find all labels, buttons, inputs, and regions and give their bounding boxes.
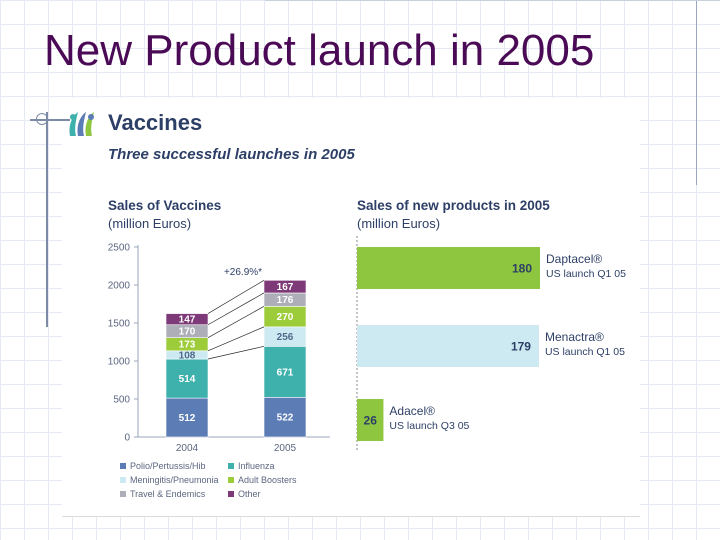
horizontal-bar-chart: 180 Daptacel® US launch Q1 05 179 Menactra® U… <box>356 236 626 452</box>
product-name-label: Daptacel® <box>546 252 602 266</box>
connector-line <box>207 326 265 352</box>
legend-label: Adult Boosters <box>238 475 297 485</box>
product-bar <box>357 247 540 289</box>
bar-value-label: 522 <box>277 413 294 424</box>
legend-label: Other <box>238 489 261 499</box>
bar-value-label: 512 <box>179 413 196 424</box>
y-tick-label: 0 <box>124 433 130 444</box>
vaccine-chart-units: (million Euros) <box>108 216 192 231</box>
legend-item: Meningitis/Pneumonia <box>120 475 228 485</box>
product-value-label: 26 <box>364 414 378 428</box>
legend-swatch <box>120 491 126 497</box>
legend-label: Polio/Pertussis/Hib <box>130 461 206 471</box>
bar-value-label: 173 <box>179 340 196 351</box>
product-value-label: 180 <box>512 262 532 276</box>
bar-value-label: 147 <box>179 315 196 326</box>
y-tick-label: 1000 <box>108 357 131 368</box>
legend-swatch <box>228 463 234 469</box>
legend-label: Meningitis/Pneumonia <box>130 475 219 485</box>
bar-value-label: 167 <box>277 282 294 293</box>
bar-value-label: 514 <box>179 374 196 385</box>
decorative-vertical-line <box>696 0 697 185</box>
connector-line <box>207 306 265 338</box>
product-name-label: Adacel® <box>389 404 435 418</box>
x-category-label: 2004 <box>176 443 199 454</box>
section-subheading: Three successful launches in 2005 <box>108 146 355 163</box>
section-heading: Vaccines <box>108 110 203 135</box>
product-launch-label: US launch Q3 05 <box>389 420 469 432</box>
legend-swatch <box>228 477 234 483</box>
bar-segment <box>165 313 209 326</box>
connector-line <box>207 279 265 314</box>
connector-line <box>207 292 265 326</box>
content-panel <box>62 98 640 516</box>
bar-segment <box>165 397 209 438</box>
legend-swatch <box>228 491 234 497</box>
growth-annotation: +26.9%* <box>224 267 262 278</box>
bar-segment <box>263 279 307 294</box>
bar-segment <box>263 397 307 438</box>
bullet-vertical-line <box>46 112 48 327</box>
legend-label: Influenza <box>238 461 275 471</box>
bar-value-label: 108 <box>179 350 196 361</box>
bar-value-label: 170 <box>179 327 196 338</box>
new-products-chart-title: Sales of new products in 2005 <box>357 198 550 213</box>
legend-item: Polio/Pertussis/Hib <box>120 461 228 471</box>
bar-value-label: 671 <box>277 367 294 378</box>
bar-value-label: 176 <box>277 295 294 306</box>
bar-value-label: 270 <box>277 312 294 323</box>
legend-item: Other <box>228 489 320 499</box>
legend-swatch <box>120 463 126 469</box>
slide-title: New Product launch in 2005 <box>44 26 595 75</box>
y-tick-label: 2000 <box>108 281 131 292</box>
legend-item: Adult Boosters <box>228 475 320 485</box>
new-products-chart-units: (million Euros) <box>357 216 441 231</box>
decorative-horizontal-line <box>265 0 720 1</box>
content-bottom-rule <box>62 516 640 517</box>
product-launch-label: US launch Q1 05 <box>546 268 626 280</box>
bar-segment <box>263 346 307 398</box>
legend-swatch <box>120 477 126 483</box>
bar-value-label: 256 <box>277 332 294 343</box>
y-tick-label: 2500 <box>108 243 131 254</box>
product-bar <box>357 399 384 441</box>
chart-legend: Polio/Pertussis/Hib Influenza Meningitis… <box>120 461 320 499</box>
bullet-horizontal-line <box>30 119 70 121</box>
product-value-label: 179 <box>511 340 531 354</box>
product-name-label: Menactra® <box>545 330 604 344</box>
y-tick-label: 1500 <box>108 319 131 330</box>
product-bar <box>357 325 539 367</box>
legend-item: Travel & Endemics <box>120 489 228 499</box>
legend-label: Travel & Endemics <box>130 489 206 499</box>
vaccine-chart-title: Sales of Vaccines <box>108 198 222 213</box>
x-category-label: 2005 <box>274 443 297 454</box>
y-tick-label: 500 <box>113 395 130 406</box>
company-logo-icon <box>69 112 94 136</box>
product-launch-label: US launch Q1 05 <box>545 346 625 358</box>
connector-line <box>207 345 265 360</box>
legend-item: Influenza <box>228 461 320 471</box>
